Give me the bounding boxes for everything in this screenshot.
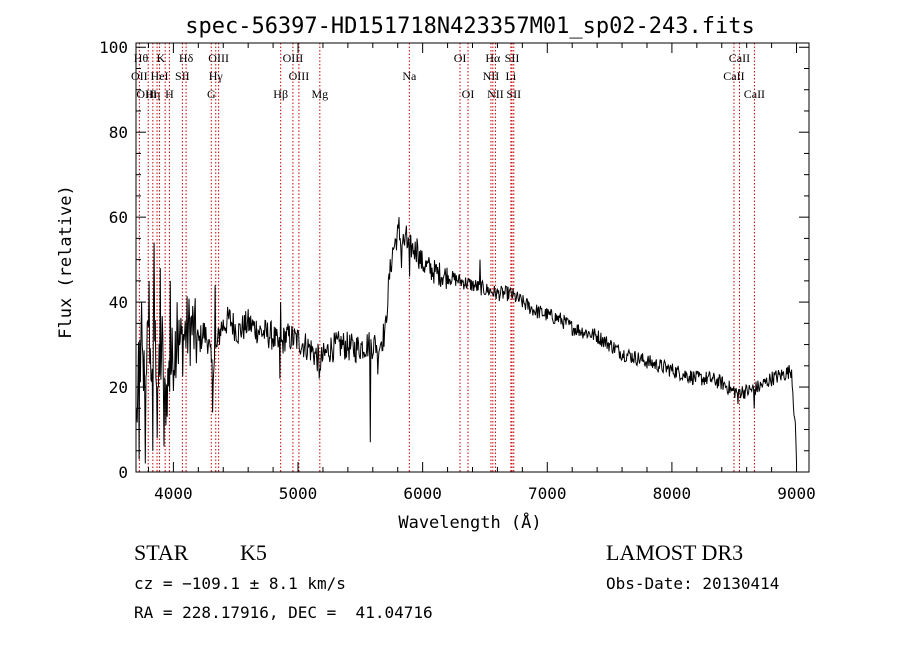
line-marker-label: SII [505,51,520,65]
x-tick-label: 8000 [653,484,692,503]
observation-date: Obs-Date: 20130414 [606,574,780,593]
object-subclass: K5 [240,540,267,565]
line-marker-lines [138,43,755,472]
line-marker-label: HeI [151,69,169,83]
y-tick-label: 100 [99,38,128,57]
line-marker-label: Li [506,69,517,83]
line-marker-label: H [165,87,174,101]
x-axis-ticks: 4000 5000 6000 7000 8000 9000 [147,43,816,503]
y-axis-ticks: 0 20 40 60 80 100 [99,38,809,482]
redshift-cz: cz = −109.1 ± 8.1 km/s [134,574,346,593]
object-class: STAR [134,540,189,565]
x-tick-label: 4000 [154,484,193,503]
line-marker-label: SII [506,87,521,101]
line-marker-label: Hβ [273,87,288,101]
line-marker-label: SII [175,69,190,83]
plot-frame [135,42,810,473]
y-tick-label: 60 [109,208,128,227]
line-marker-label: NII [487,87,504,101]
line-marker-label: OIII [289,69,310,83]
line-marker-label: Hδ [179,51,194,65]
spectrum-line [136,217,797,464]
line-marker-label: Hγ [209,69,224,83]
line-marker-labels: Hθ K Hδ OIII OIII OI Hα SII CaII OII HeI SII Hγ OIII N… [131,51,765,101]
x-tick-label: 7000 [528,484,567,503]
y-axis-label: Flux (relative) [56,185,76,339]
line-marker-label: OIII [208,51,229,65]
line-marker-label: CaII [723,69,744,83]
y-tick-label: 80 [109,123,128,142]
line-marker-label: OI [454,51,467,65]
line-marker-label: Hθ [134,51,149,65]
line-marker-label: CaII [744,87,765,101]
x-tick-label: 5000 [279,484,318,503]
line-marker-label: OII [131,69,148,83]
line-marker-label: CaII [729,51,750,65]
coordinates: RA = 228.17916, DEC = 41.04716 [134,603,433,622]
line-marker-label: Na [402,69,417,83]
line-marker-label: G [207,87,216,101]
y-tick-label: 0 [118,463,128,482]
line-marker-label: Hη [145,87,160,101]
line-marker-label: OIII [283,51,304,65]
line-marker-label: OIII [136,87,157,101]
y-tick-label: 40 [109,293,128,312]
line-marker-label: NII [483,69,500,83]
line-marker-label: K [156,51,165,65]
x-axis-label: Wavelength (Å) [398,511,541,533]
chart-title: spec-56397-HD151718N423357M01_sp02-243.f… [185,14,755,39]
line-marker-label: Mg [311,87,328,101]
y-tick-label: 20 [109,378,128,397]
x-tick-label: 9000 [777,484,816,503]
line-marker-label: OI [462,87,475,101]
line-marker-label: Hα [485,51,501,65]
survey-name: LAMOST DR3 [606,540,744,565]
x-tick-label: 6000 [403,484,442,503]
